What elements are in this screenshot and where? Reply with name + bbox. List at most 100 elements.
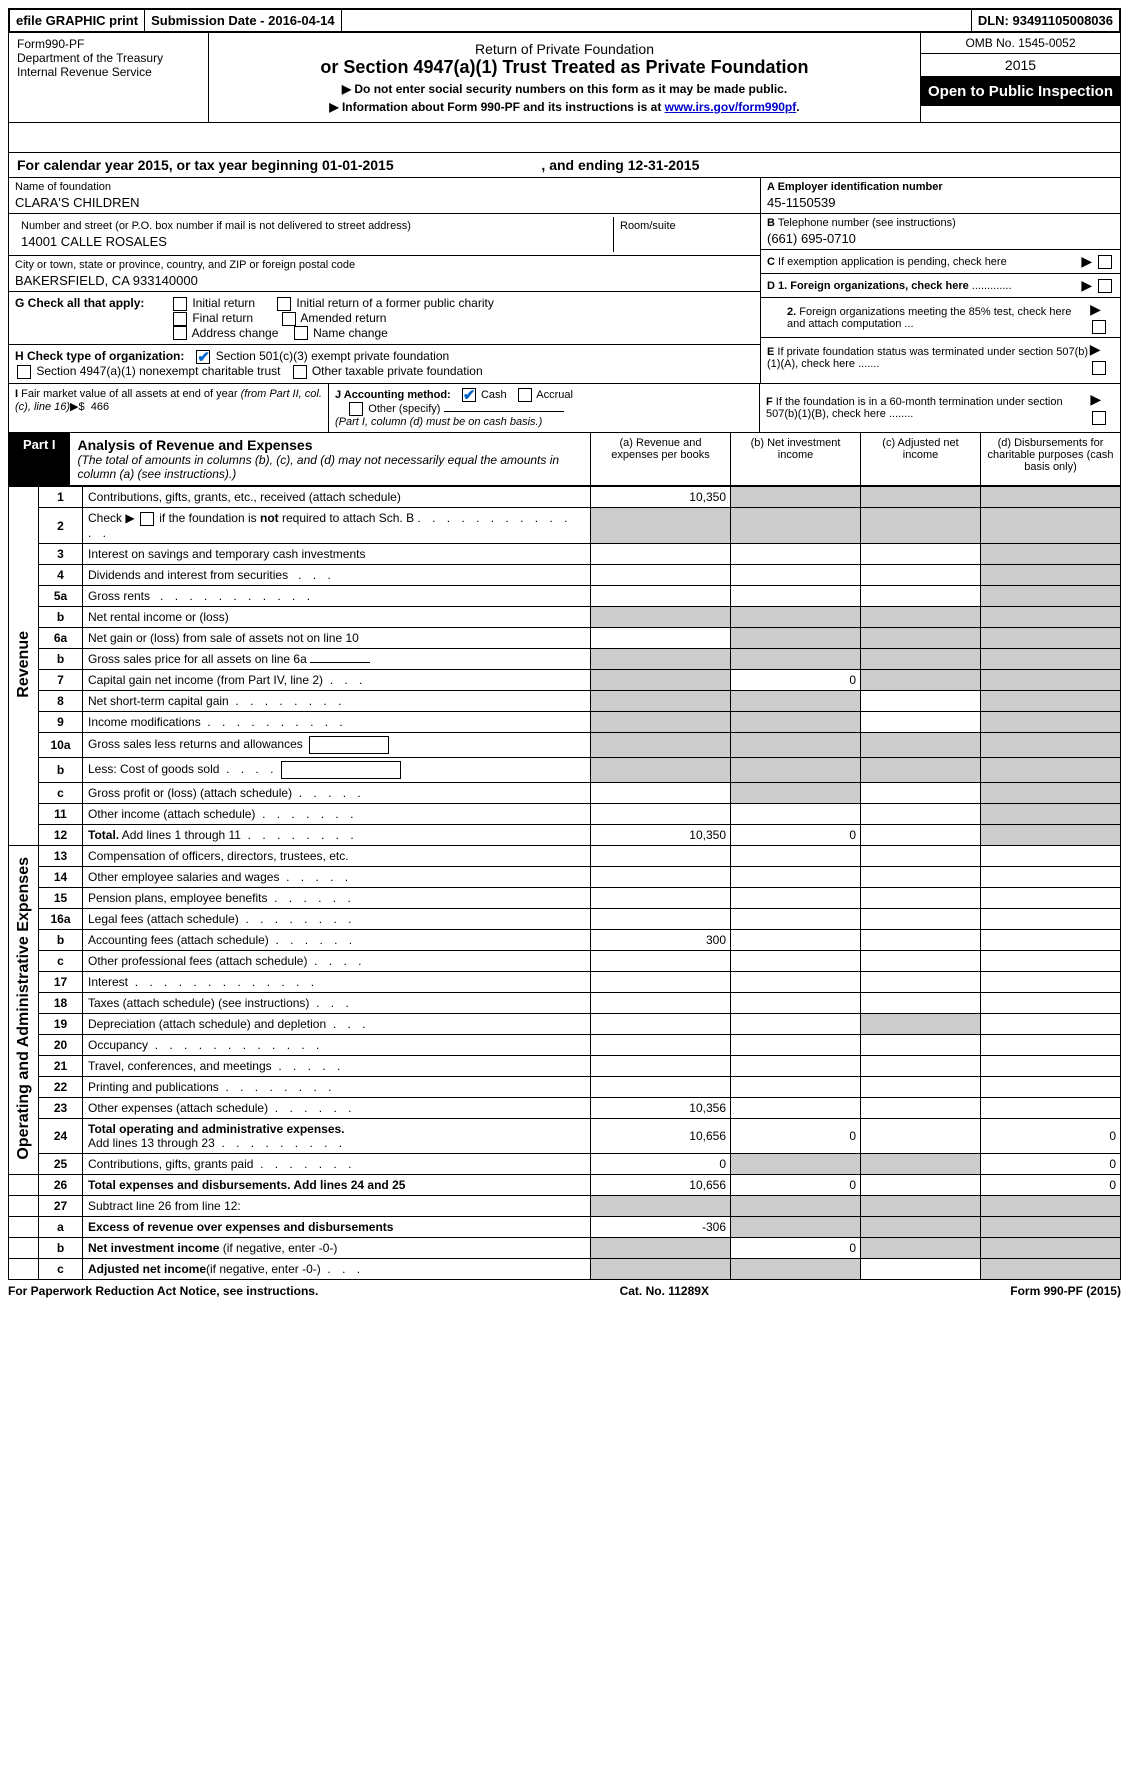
col-a-head: (a) Revenue and expenses per books <box>590 433 730 485</box>
lower-grid: I Fair market value of all assets at end… <box>8 384 1121 433</box>
line-16b: bAccounting fees (attach schedule) . . .… <box>9 929 1121 950</box>
irs-label: Internal Revenue Service <box>17 65 200 79</box>
cb-60month[interactable] <box>1092 411 1106 425</box>
form-subtitle-1: ▶ Do not enter social security numbers o… <box>217 82 912 96</box>
cb-sch-b[interactable] <box>140 512 154 526</box>
line-20: 20Occupancy . . . . . . . . . . . . <box>9 1034 1121 1055</box>
line-1: Revenue 1Contributions, gifts, grants, e… <box>9 487 1121 508</box>
line-22: 22Printing and publications . . . . . . … <box>9 1076 1121 1097</box>
col-d-head: (d) Disbursements for charitable purpose… <box>980 433 1120 485</box>
section-e: E If private foundation status was termi… <box>761 338 1120 377</box>
ein-cell: A Employer identification number 45-1150… <box>761 178 1120 214</box>
form-title-1: Return of Private Foundation <box>217 41 912 57</box>
line-8: 8Net short-term capital gain . . . . . .… <box>9 690 1121 711</box>
col-c-head: (c) Adjusted net income <box>860 433 980 485</box>
footer-left: For Paperwork Reduction Act Notice, see … <box>8 1284 318 1298</box>
line-26: 26Total expenses and disbursements. Add … <box>9 1174 1121 1195</box>
footer-center: Cat. No. 11289X <box>620 1284 709 1298</box>
line-19: 19Depreciation (attach schedule) and dep… <box>9 1013 1121 1034</box>
spacer-row <box>8 123 1121 153</box>
form-subtitle-2: ▶ Information about Form 990-PF and its … <box>217 100 912 114</box>
cb-other-taxable[interactable] <box>293 365 307 379</box>
cb-foreign-85[interactable] <box>1092 320 1106 334</box>
phone: (661) 695-0710 <box>767 229 1114 246</box>
line-16a: 16aLegal fees (attach schedule) . . . . … <box>9 908 1121 929</box>
topbar-spacer <box>342 10 972 31</box>
line-5b: bNet rental income or (loss) <box>9 606 1121 627</box>
line-27b: bNet investment income (if negative, ent… <box>9 1237 1121 1258</box>
line-16c: cOther professional fees (attach schedul… <box>9 950 1121 971</box>
cb-501c3[interactable] <box>196 350 210 364</box>
part1-label: Part I <box>9 433 70 485</box>
line-13: Operating and Administrative Expenses 13… <box>9 845 1121 866</box>
line-21: 21Travel, conferences, and meetings . . … <box>9 1055 1121 1076</box>
phone-cell: B B Telephone number (see instructions)T… <box>761 214 1120 250</box>
dln: DLN: 93491105008036 <box>972 10 1119 31</box>
line-9: 9Income modifications . . . . . . . . . … <box>9 711 1121 732</box>
cb-exemption-pending[interactable] <box>1098 255 1112 269</box>
entity-info: Name of foundation CLARA'S CHILDREN Numb… <box>8 178 1121 384</box>
line-2: 2Check ▶ if the foundation is not requir… <box>9 508 1121 544</box>
section-g: G Check all that apply: Initial return I… <box>9 292 760 345</box>
cb-terminated[interactable] <box>1092 361 1106 375</box>
part1-header: Part I Analysis of Revenue and Expenses … <box>8 433 1121 486</box>
city-state-zip: BAKERSFIELD, CA 933140000 <box>15 271 754 288</box>
line-10a: 10aGross sales less returns and allowanc… <box>9 732 1121 757</box>
room-suite-cell: Room/suite <box>614 217 754 252</box>
line-4: 4Dividends and interest from securities … <box>9 564 1121 585</box>
form-title-2: or Section 4947(a)(1) Trust Treated as P… <box>217 57 912 78</box>
cb-other-method[interactable] <box>349 402 363 416</box>
section-f: F If the foundation is in a 60-month ter… <box>760 384 1120 432</box>
line-14: 14Other employee salaries and wages . . … <box>9 866 1121 887</box>
cb-cash[interactable] <box>462 388 476 402</box>
cb-final-return[interactable] <box>173 312 187 326</box>
line-25: 25Contributions, gifts, grants paid . . … <box>9 1153 1121 1174</box>
line-23: 23Other expenses (attach schedule) . . .… <box>9 1097 1121 1118</box>
revenue-label: Revenue <box>9 487 39 846</box>
top-bar: efile GRAPHIC print Submission Date - 20… <box>8 8 1121 33</box>
tax-year: 2015 <box>921 54 1120 77</box>
part1-desc: Analysis of Revenue and Expenses (The to… <box>70 433 590 485</box>
foundation-name: CLARA'S CHILDREN <box>15 193 754 210</box>
col-b-head: (b) Net investment income <box>730 433 860 485</box>
line-12: 12Total. Add lines 1 through 11 . . . . … <box>9 824 1121 845</box>
cb-foreign-org[interactable] <box>1098 279 1112 293</box>
cb-initial-return[interactable] <box>173 297 187 311</box>
foundation-name-cell: Name of foundation CLARA'S CHILDREN <box>9 178 760 214</box>
section-j: J Accounting method: Cash Accrual Other … <box>329 384 760 432</box>
cb-initial-return-former[interactable] <box>277 297 291 311</box>
header-right: OMB No. 1545-0052 2015 Open to Public In… <box>920 33 1120 122</box>
line-6a: 6aNet gain or (loss) from sale of assets… <box>9 627 1121 648</box>
form-header: Form990-PF Department of the Treasury In… <box>8 33 1121 123</box>
line-27c: cAdjusted net income(if negative, enter … <box>9 1258 1121 1279</box>
cb-name-change[interactable] <box>294 326 308 340</box>
line-17: 17Interest . . . . . . . . . . . . . <box>9 971 1121 992</box>
submission-date: Submission Date - 2016-04-14 <box>145 10 342 31</box>
irs-link[interactable]: www.irs.gov/form990pf <box>665 100 797 114</box>
section-d1: D 1. Foreign organizations, check here .… <box>761 274 1120 298</box>
open-to-public: Open to Public Inspection <box>921 77 1120 106</box>
section-h: H Check type of organization: Section 50… <box>9 345 760 383</box>
footer-right: Form 990-PF (2015) <box>1010 1284 1121 1298</box>
ein: 45-1150539 <box>767 193 1114 210</box>
line-10b: bLess: Cost of goods sold . . . . <box>9 757 1121 782</box>
header-center: Return of Private Foundation or Section … <box>209 33 920 122</box>
line-27a: aExcess of revenue over expenses and dis… <box>9 1216 1121 1237</box>
line-15: 15Pension plans, employee benefits . . .… <box>9 887 1121 908</box>
cb-4947a1[interactable] <box>17 365 31 379</box>
page-footer: For Paperwork Reduction Act Notice, see … <box>8 1280 1121 1302</box>
fmv-value: 466 <box>91 401 109 413</box>
section-i: I Fair market value of all assets at end… <box>9 384 329 432</box>
line-11: 11Other income (attach schedule) . . . .… <box>9 803 1121 824</box>
line-5a: 5aGross rents . . . . . . . . . . . <box>9 585 1121 606</box>
cb-amended-return[interactable] <box>282 312 296 326</box>
omb-number: OMB No. 1545-0052 <box>921 33 1120 54</box>
opadmin-label: Operating and Administrative Expenses <box>9 845 39 1174</box>
address-cell: Number and street (or P.O. box number if… <box>9 214 760 256</box>
city-cell: City or town, state or province, country… <box>9 256 760 292</box>
cb-address-change[interactable] <box>173 326 187 340</box>
line-6b: bGross sales price for all assets on lin… <box>9 648 1121 669</box>
efile-label: efile GRAPHIC print <box>10 10 145 31</box>
line-7: 7Capital gain net income (from Part IV, … <box>9 669 1121 690</box>
cb-accrual[interactable] <box>518 388 532 402</box>
